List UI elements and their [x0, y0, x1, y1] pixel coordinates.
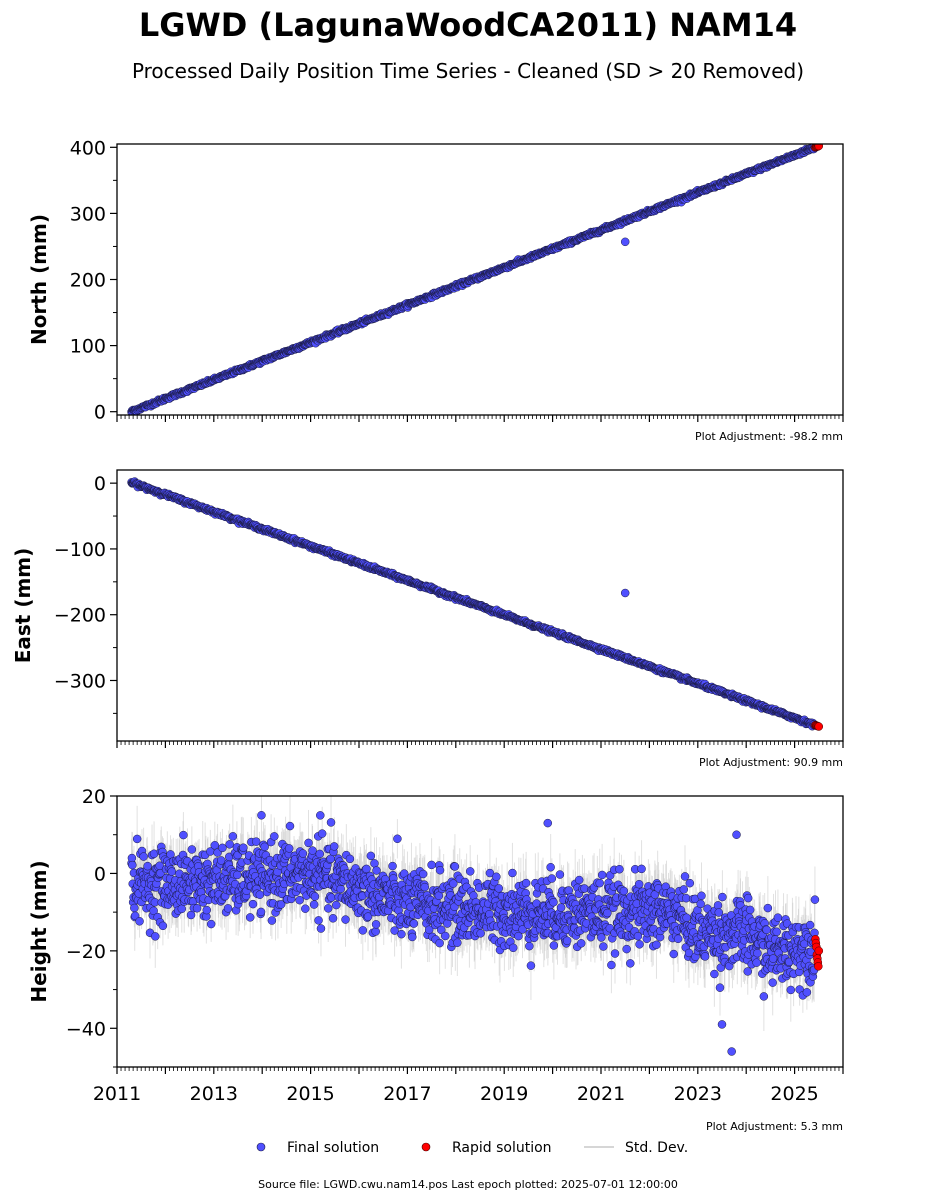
y-tick-label: 400: [70, 137, 106, 159]
rapid-solution-points: [811, 144, 824, 152]
outlier-point: [620, 237, 630, 247]
y-axis-label: North (mm): [27, 214, 51, 345]
y-tick-label: 0: [94, 402, 106, 424]
figure-title: LGWD (LagunaWoodCA2011) NAM14: [139, 6, 797, 44]
y-tick-label: 100: [70, 336, 106, 358]
plot-area: [127, 477, 824, 731]
rapid-point: [814, 144, 824, 151]
panels: 0 100 200 300 400 North (mm) Plot Adjustment: …: [11, 137, 844, 1133]
y-tick-label: 300: [70, 203, 106, 225]
panel-0: 0 100 200 300 400 North (mm) Plot Adjustment: …: [27, 137, 844, 443]
final-solution-points: [127, 477, 820, 731]
plot-area: [127, 144, 824, 415]
y-tick-label: 200: [70, 270, 106, 292]
plot-adjustment: Plot Adjustment: -98.2 mm: [695, 430, 843, 443]
final-solution-points: [127, 144, 820, 415]
figure-subtitle: Processed Daily Position Time Series - C…: [132, 59, 804, 83]
